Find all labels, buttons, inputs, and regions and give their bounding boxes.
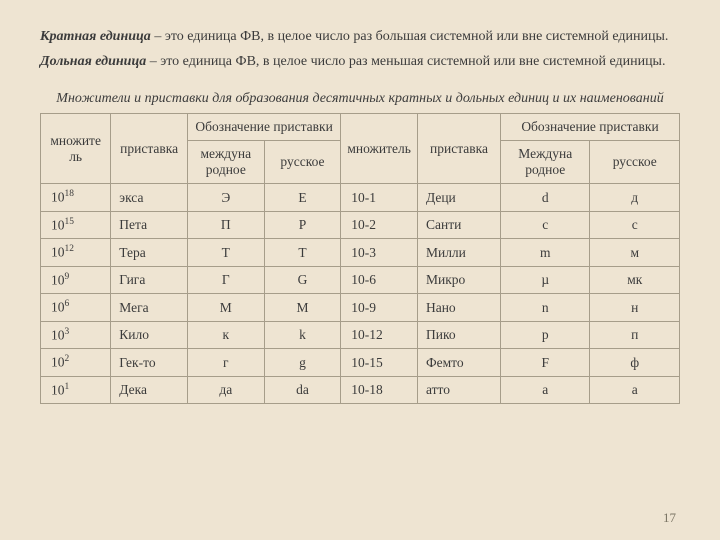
cell-intl-1: да [187,376,264,404]
cell-rus-1: k [264,321,341,349]
cell-mult-2: 10-2 [341,211,418,239]
cell-pref-2: Пико [417,321,500,349]
hdr-intl-2: Междуна родное [501,141,590,184]
cell-intl-2: d [501,184,590,212]
cell-intl-1: П [187,211,264,239]
cell-pref-2: Нано [417,294,500,322]
cell-pref-1: Кило [111,321,188,349]
cell-mult-2: 10-6 [341,266,418,294]
cell-rus-1: da [264,376,341,404]
cell-mult-1: 109 [41,266,111,294]
cell-pref-2: Микро [417,266,500,294]
cell-pref-2: Санти [417,211,500,239]
cell-pref-2: Милли [417,239,500,267]
cell-intl-1: к [187,321,264,349]
cell-mult-2: 10-18 [341,376,418,404]
cell-mult-2: 10-1 [341,184,418,212]
cell-pref-2: атто [417,376,500,404]
cell-rus-2: ф [590,349,680,377]
hdr-notation-2: Обозначение приставки [501,114,680,141]
cell-pref-1: Мега [111,294,188,322]
cell-intl-1: Г [187,266,264,294]
cell-rus-2: п [590,321,680,349]
cell-mult-1: 1015 [41,211,111,239]
cell-intl-2: p [501,321,590,349]
cell-rus-2: м [590,239,680,267]
table-body: 1018эксаЭE10-1Дециdд1015ПетаПP10-2Сантиc… [41,184,680,404]
cell-pref-1: экса [111,184,188,212]
cell-mult-1: 102 [41,349,111,377]
table-row: 1018эксаЭE10-1Дециdд [41,184,680,212]
cell-rus-1: T [264,239,341,267]
cell-rus-1: P [264,211,341,239]
cell-intl-1: г [187,349,264,377]
cell-mult-1: 106 [41,294,111,322]
page-number: 17 [663,510,676,526]
table-row: 109ГигаГG10-6Микроµмк [41,266,680,294]
cell-intl-2: a [501,376,590,404]
hdr-notation-1: Обозначение приставки [187,114,340,141]
hdr-intl-1: междуна родное [187,141,264,184]
cell-pref-2: Деци [417,184,500,212]
cell-mult-2: 10-3 [341,239,418,267]
cell-mult-1: 1012 [41,239,111,267]
cell-rus-2: д [590,184,680,212]
cell-intl-2: n [501,294,590,322]
cell-rus-2: а [590,376,680,404]
cell-mult-2: 10-12 [341,321,418,349]
cell-pref-1: Пета [111,211,188,239]
table-row: 102Гек-тогg10-15ФемтоFф [41,349,680,377]
cell-pref-1: Дека [111,376,188,404]
table-title: Множители и приставки для образования де… [40,90,680,108]
cell-pref-1: Гига [111,266,188,294]
hdr-pref-2: приставка [417,114,500,184]
table-row: 106МегаМM10-9Наноnн [41,294,680,322]
cell-rus-1: g [264,349,341,377]
cell-intl-1: М [187,294,264,322]
definitions-block: Кратная единица – это единица ФВ, в цело… [40,28,680,72]
cell-intl-1: Т [187,239,264,267]
table-row: 1015ПетаПP10-2Сантиcс [41,211,680,239]
def-2-text: – это единица ФВ, в целое число раз мень… [150,54,666,69]
cell-pref-2: Фемто [417,349,500,377]
term-1: Кратная единица [40,29,151,44]
hdr-mult-1: множитель [41,114,111,184]
table-row: 103Килокk10-12Пикоpп [41,321,680,349]
hdr-mult-2: множитель [341,114,418,184]
table-row: 101Декадаda10-18аттоaа [41,376,680,404]
cell-mult-1: 103 [41,321,111,349]
cell-pref-1: Тера [111,239,188,267]
hdr-rus-2: русское [590,141,680,184]
cell-rus-2: с [590,211,680,239]
cell-mult-2: 10-15 [341,349,418,377]
def-1-text: – это единица ФВ, в целое число раз боль… [154,29,668,44]
hdr-rus-1: русское [264,141,341,184]
definition-1: Кратная единица – это единица ФВ, в цело… [40,28,680,47]
cell-rus-2: н [590,294,680,322]
cell-mult-1: 101 [41,376,111,404]
cell-intl-2: µ [501,266,590,294]
cell-rus-1: E [264,184,341,212]
term-2: Дольная единица [40,54,146,69]
cell-intl-2: F [501,349,590,377]
cell-rus-1: M [264,294,341,322]
cell-mult-2: 10-9 [341,294,418,322]
cell-mult-1: 1018 [41,184,111,212]
definition-2: Дольная единица – это единица ФВ, в цело… [40,53,680,72]
cell-intl-2: c [501,211,590,239]
cell-intl-2: m [501,239,590,267]
cell-rus-2: мк [590,266,680,294]
table-head: множитель приставка Обозначение приставк… [41,114,680,184]
cell-intl-1: Э [187,184,264,212]
prefixes-table: множитель приставка Обозначение приставк… [40,113,680,404]
cell-pref-1: Гек-то [111,349,188,377]
hdr-pref-1: приставка [111,114,188,184]
table-row: 1012ТераТT10-3Миллиmм [41,239,680,267]
cell-rus-1: G [264,266,341,294]
